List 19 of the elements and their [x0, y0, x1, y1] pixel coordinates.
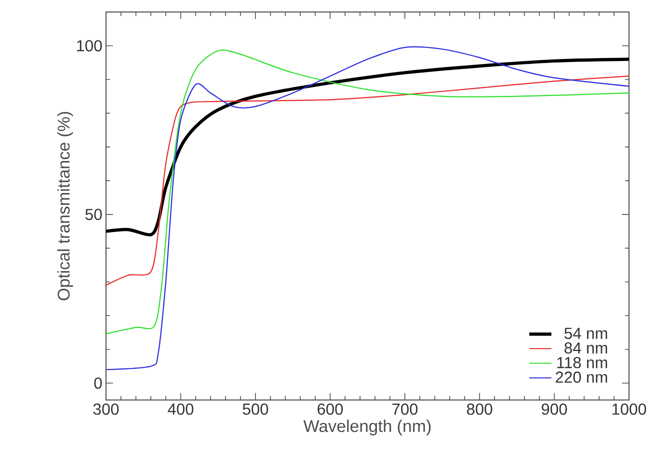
y-tick-label: 50 — [85, 208, 102, 220]
x-tick-label: 600 — [318, 404, 343, 415]
y-axis-title: Optical transmittance (%) — [57, 112, 74, 300]
y-tick-label: 100 — [77, 40, 102, 52]
legend-label: 54 nm — [564, 328, 608, 339]
x-tick-label: 800 — [466, 404, 492, 415]
line-series — [106, 58, 630, 236]
x-tick-label: 400 — [168, 404, 194, 415]
legend-label: 220 nm — [556, 372, 608, 383]
x-tick-label: 1000 — [612, 404, 646, 415]
legend-label: 84 nm — [564, 342, 608, 354]
x-axis-title: Wavelength (nm) — [303, 420, 431, 436]
x-tick-label: 700 — [392, 404, 418, 415]
x-tick-label: 300 — [93, 404, 119, 415]
x-tick-label: 500 — [242, 404, 268, 415]
legend-label: 118 nm — [557, 356, 608, 368]
y-tick-label: 0 — [94, 377, 102, 389]
x-tick-label: 900 — [542, 404, 567, 415]
line-series — [106, 76, 630, 286]
